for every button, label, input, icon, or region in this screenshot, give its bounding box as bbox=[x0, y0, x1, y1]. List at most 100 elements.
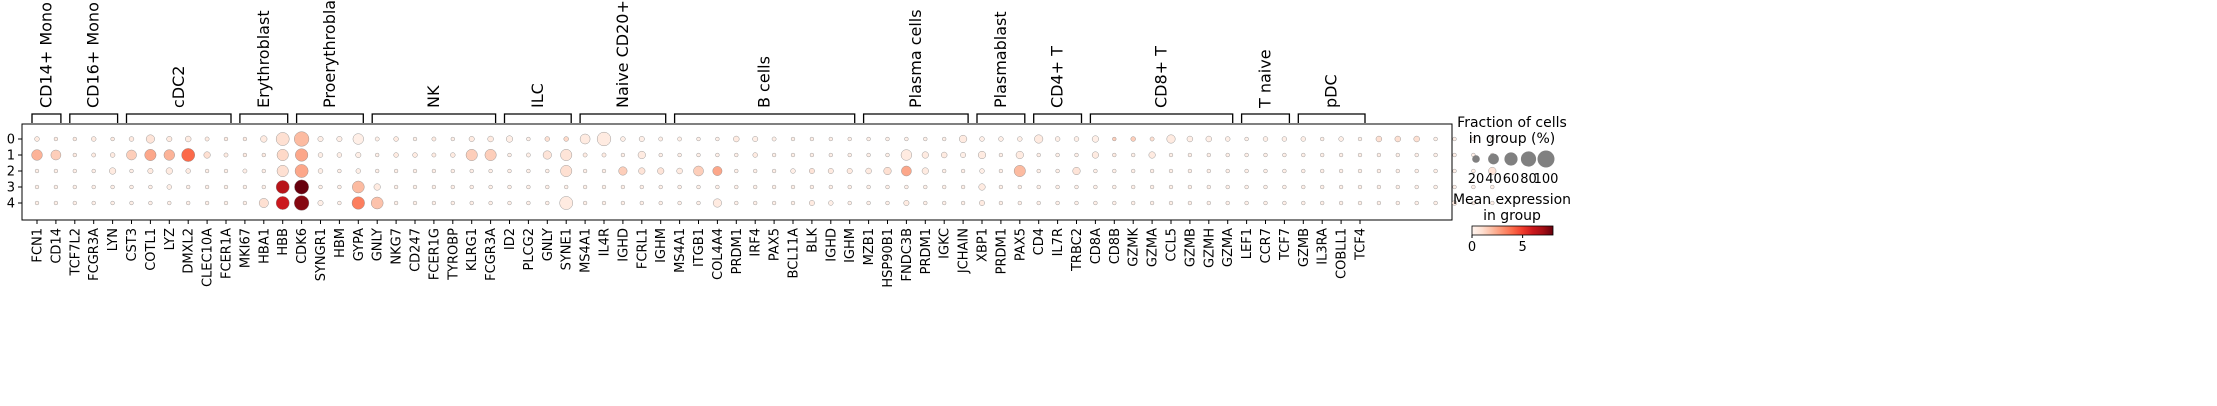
group-bracket bbox=[239, 113, 289, 123]
dot-mark bbox=[942, 184, 947, 190]
dot-mark bbox=[223, 184, 229, 190]
colorbar-tick-label: 5 bbox=[1518, 240, 1526, 255]
colorbar-tick-label: 0 bbox=[1468, 240, 1476, 255]
dot-mark bbox=[715, 136, 720, 142]
group-bracket bbox=[1240, 113, 1291, 123]
dot-mark bbox=[1263, 152, 1268, 158]
dot-mark bbox=[559, 196, 573, 210]
dot-mark bbox=[242, 184, 247, 190]
dot-mark bbox=[601, 168, 607, 174]
dot-mark bbox=[412, 152, 418, 158]
dot-mark bbox=[771, 168, 777, 174]
dot-mark bbox=[352, 180, 365, 194]
dot-mark bbox=[34, 200, 40, 206]
dot-mark bbox=[1168, 152, 1174, 158]
row-label: 4 bbox=[7, 197, 15, 212]
dot-mark bbox=[618, 166, 628, 176]
gene-label: GNLY bbox=[371, 228, 386, 261]
gene-label: CD8A bbox=[1089, 228, 1104, 264]
size-legend-title: Fraction of cells bbox=[1457, 115, 1567, 131]
dot-mark bbox=[564, 184, 569, 190]
dot-mark bbox=[545, 168, 550, 174]
gene-label: MZB1 bbox=[862, 228, 877, 265]
group-label: Plasmablast bbox=[991, 11, 1010, 108]
gene-label: IL7R bbox=[1051, 228, 1066, 256]
gene-label: MKI67 bbox=[238, 228, 253, 268]
dot-mark bbox=[91, 168, 96, 174]
dot-mark bbox=[979, 200, 985, 206]
dot-mark bbox=[1205, 135, 1212, 143]
dot-mark bbox=[1414, 200, 1419, 206]
dot-mark bbox=[72, 200, 77, 206]
dot-mark bbox=[1168, 168, 1174, 174]
dot-mark bbox=[145, 134, 155, 144]
size-legend-dot bbox=[1520, 151, 1537, 167]
dot-mark bbox=[223, 200, 229, 206]
dot-mark bbox=[979, 136, 985, 142]
dot-mark bbox=[394, 200, 399, 206]
dot-mark bbox=[923, 136, 928, 142]
dot-mark bbox=[560, 165, 573, 177]
gene-label: IGKC bbox=[938, 228, 953, 259]
dot-mark bbox=[658, 136, 663, 142]
dot-mark bbox=[242, 200, 247, 206]
dot-mark bbox=[998, 184, 1003, 190]
dot-mark bbox=[712, 166, 723, 176]
dot-mark bbox=[165, 167, 173, 175]
gene-label: IGHM bbox=[843, 228, 858, 263]
dot-mark bbox=[31, 149, 43, 161]
gene-label: JCHAIN bbox=[957, 228, 972, 274]
dot-mark bbox=[185, 135, 192, 143]
dot-mark bbox=[885, 200, 890, 206]
dot-mark bbox=[1206, 184, 1211, 190]
dot-mark bbox=[431, 200, 436, 206]
dot-mark bbox=[1244, 136, 1249, 142]
dot-mark bbox=[450, 184, 455, 190]
dot-mark bbox=[921, 167, 929, 175]
dot-mark bbox=[507, 184, 512, 190]
gene-label: LYZ bbox=[163, 228, 178, 250]
dot-mark bbox=[1074, 184, 1079, 190]
dot-mark bbox=[771, 184, 777, 190]
dot-mark bbox=[809, 184, 814, 190]
gene-label: CD14 bbox=[49, 228, 64, 264]
dot-mark bbox=[1471, 184, 1476, 190]
dot-mark bbox=[1244, 184, 1249, 190]
dot-mark bbox=[166, 136, 173, 142]
dot-mark bbox=[526, 136, 531, 142]
dot-mark bbox=[275, 180, 290, 194]
dot-mark bbox=[276, 165, 289, 177]
dot-mark bbox=[904, 184, 909, 190]
dot-mark bbox=[261, 184, 266, 190]
dot-mark bbox=[317, 200, 324, 206]
gene-label: SYNGR1 bbox=[314, 228, 329, 281]
dot-mark bbox=[469, 200, 474, 206]
gene-label: DMXL2 bbox=[182, 228, 197, 274]
gene-label: TYROBP bbox=[446, 228, 461, 281]
dot-mark bbox=[1263, 200, 1268, 206]
dot-mark bbox=[205, 168, 210, 174]
dot-mark bbox=[900, 149, 912, 161]
gene-label: FCN1 bbox=[31, 228, 46, 263]
dot-mark bbox=[1013, 165, 1026, 177]
gene-label: CD8B bbox=[1108, 228, 1123, 264]
dot-mark bbox=[148, 200, 153, 206]
gene-label: TCF7L2 bbox=[68, 228, 83, 277]
dot-mark bbox=[1490, 200, 1495, 206]
dot-mark bbox=[847, 152, 852, 158]
dot-mark bbox=[275, 196, 290, 210]
dot-mark bbox=[1034, 134, 1044, 144]
dot-mark bbox=[375, 152, 380, 158]
dot-mark bbox=[261, 152, 266, 158]
dot-mark bbox=[1015, 150, 1024, 159]
dot-mark bbox=[242, 168, 248, 174]
gene-label: COBLL1 bbox=[1335, 228, 1350, 279]
dot-mark bbox=[734, 152, 739, 158]
dot-mark bbox=[1433, 152, 1438, 158]
dot-mark bbox=[167, 200, 172, 206]
dot-mark bbox=[657, 167, 665, 175]
dot-mark bbox=[734, 200, 739, 206]
dot-mark bbox=[109, 167, 117, 175]
dot-mark bbox=[959, 134, 968, 143]
